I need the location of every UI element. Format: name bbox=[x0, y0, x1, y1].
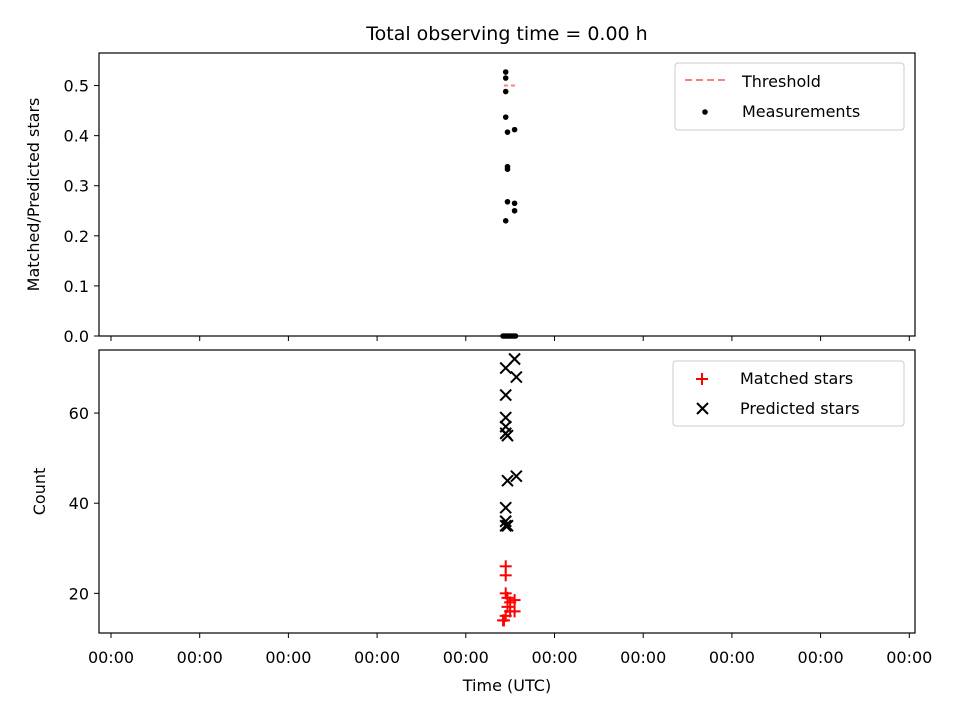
predicted-star-point bbox=[499, 411, 512, 424]
top-y-tick-label: 0.3 bbox=[64, 177, 89, 196]
x-tick-label: 00:00 bbox=[798, 648, 844, 667]
chart-title: Total observing time = 0.00 h bbox=[365, 23, 647, 45]
bottom-axes-frame bbox=[98, 349, 916, 634]
measurement-point bbox=[502, 69, 509, 75]
bottom-marks bbox=[497, 352, 523, 627]
top-marks bbox=[500, 69, 519, 339]
predicted-star-point bbox=[501, 519, 514, 532]
measurement-point bbox=[511, 207, 518, 214]
x-tick-label: 00:00 bbox=[88, 648, 134, 667]
bottom-y-tick-label: 20 bbox=[69, 584, 89, 603]
x-tick-label: 00:00 bbox=[620, 648, 666, 667]
bottom-legend-box bbox=[672, 360, 905, 427]
measurement-point bbox=[504, 129, 511, 135]
measurement-point bbox=[504, 198, 511, 205]
measurement-point bbox=[502, 114, 509, 120]
measurements-legend-swatch bbox=[702, 109, 708, 115]
top-y-axis-label: Matched/Predicted stars bbox=[24, 98, 43, 292]
x-tick-label: 00:00 bbox=[177, 648, 223, 667]
predicted-star-point bbox=[499, 501, 512, 514]
top-x-ticks bbox=[110, 336, 910, 341]
bottom-y-axis-label: Count bbox=[30, 468, 49, 516]
top-axes-frame bbox=[98, 52, 916, 337]
predicted-star-point bbox=[499, 388, 512, 402]
top-y-tick-label: 0.4 bbox=[64, 127, 89, 146]
top-y-ticks: 0.0 0.1 0.2 0.3 0.4 0.5 bbox=[64, 77, 99, 346]
measurement-point bbox=[502, 88, 509, 95]
predicted-stars-legend-label: Predicted stars bbox=[740, 399, 860, 418]
predicted-stars-legend-swatch bbox=[696, 402, 709, 415]
top-legend-box bbox=[674, 62, 905, 131]
matched-stars-legend-label: Matched stars bbox=[740, 369, 853, 388]
x-tick-label: 00:00 bbox=[443, 648, 489, 667]
x-tick-label: 00:00 bbox=[886, 648, 932, 667]
predicted-star-point bbox=[510, 469, 523, 483]
matched-stars-legend-swatch bbox=[696, 373, 708, 385]
top-y-tick-label: 0.0 bbox=[64, 327, 89, 346]
predicted-star-point bbox=[501, 474, 514, 487]
top-y-tick-label: 0.2 bbox=[64, 227, 89, 246]
bottom-x-ticks: 00:00 00:00 00:00 00:00 00:00 00:00 00:00 00:00… bbox=[88, 633, 932, 667]
measurement-point bbox=[511, 200, 518, 207]
matched-star-point bbox=[497, 614, 510, 627]
matched-star-point bbox=[499, 569, 512, 582]
measurement-point bbox=[511, 126, 518, 133]
top-panel: 0.0 0.1 0.2 0.3 0.4 0.5 Matched/Predicted sta… bbox=[24, 52, 916, 346]
x-tick-label: 00:00 bbox=[709, 648, 755, 667]
bottom-legend: Matched stars Predicted stars bbox=[672, 360, 905, 427]
top-y-tick-label: 0.5 bbox=[64, 77, 89, 96]
threshold-legend-label: Threshold bbox=[741, 72, 821, 91]
predicted-star-point bbox=[501, 429, 514, 442]
measurements-legend-label: Measurements bbox=[742, 102, 860, 121]
predicted-star-point bbox=[499, 361, 512, 375]
bottom-y-tick-label: 40 bbox=[69, 494, 89, 513]
x-axis-label: Time (UTC) bbox=[462, 676, 551, 695]
matched-star-point bbox=[508, 594, 521, 607]
measurement-point bbox=[502, 75, 509, 81]
bottom-y-ticks: 20 40 60 bbox=[69, 404, 99, 603]
measurement-point bbox=[504, 166, 511, 173]
top-legend: Threshold Measurements bbox=[674, 62, 905, 131]
bottom-y-tick-label: 60 bbox=[69, 404, 89, 423]
measurement-point bbox=[502, 217, 509, 224]
x-tick-label: 00:00 bbox=[265, 648, 311, 667]
predicted-star-point bbox=[510, 370, 523, 384]
x-tick-label: 00:00 bbox=[354, 648, 400, 667]
top-y-tick-label: 0.1 bbox=[64, 277, 89, 296]
predicted-star-point bbox=[499, 519, 512, 532]
x-tick-label: 00:00 bbox=[531, 648, 577, 667]
